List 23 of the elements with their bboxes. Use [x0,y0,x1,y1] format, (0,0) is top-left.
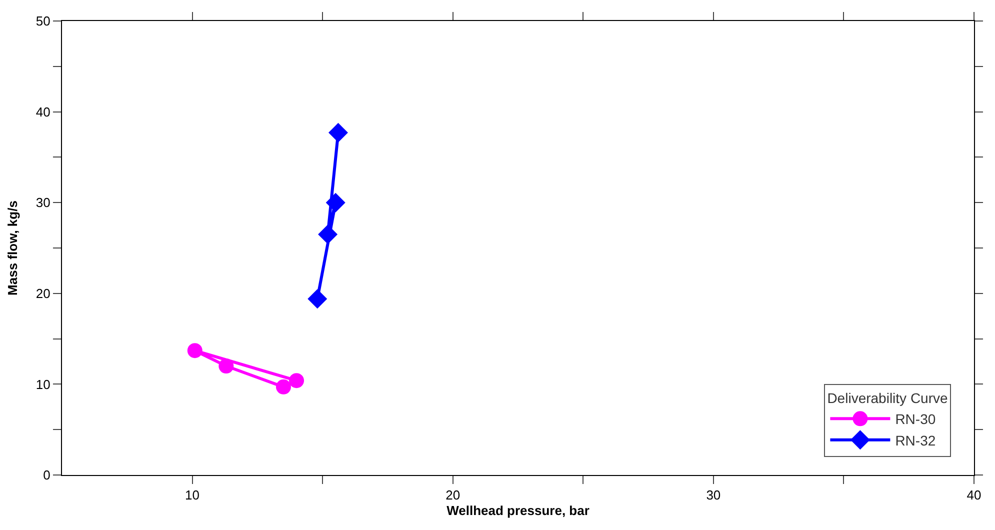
y-tick-label: 0 [43,468,50,483]
legend-title: Deliverability Curve [827,390,948,406]
y-tick-label: 40 [36,104,50,120]
x-tick-label: 20 [446,488,460,503]
point [328,122,348,142]
x-axis-title: Wellhead pressure, bar [446,503,590,518]
y-tick-label: 50 [36,14,50,29]
point [276,379,291,394]
legend-label: RN-30 [895,411,936,428]
y-tick-label: 10 [36,376,50,392]
point [326,192,346,212]
point [218,358,234,374]
point [187,343,202,358]
point [318,224,338,244]
x-tick-label: 40 [966,488,982,503]
y-axis-title: Mass flow, kg/s [4,200,20,296]
y-tick-label: 30 [36,195,50,210]
point [308,289,328,309]
y-tick-label: 20 [36,286,50,301]
legend-label: RN-32 [895,432,936,448]
point [289,373,304,388]
x-tick-label: 10 [185,488,200,503]
x-tick-label: 30 [706,488,721,503]
